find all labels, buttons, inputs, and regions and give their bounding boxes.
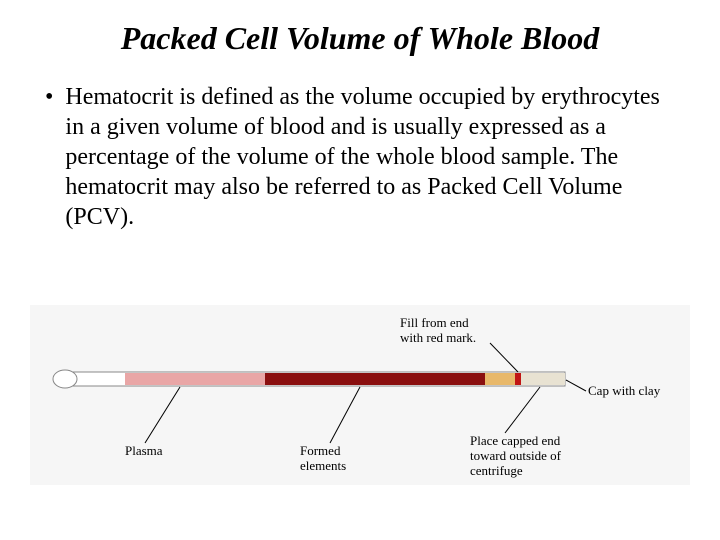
label-place-line3: centrifuge [470,463,523,478]
bullet-marker: • [45,82,53,112]
bullet-item: • Hematocrit is defined as the volume oc… [0,82,720,232]
label-formed-line2: elements [300,458,346,473]
bullet-text: Hematocrit is defined as the volume occu… [65,82,680,232]
segment-clay [521,373,565,385]
label-place-line2: toward outside of [470,448,562,463]
label-place-line1: Place capped end [470,433,561,448]
label-fill-line1: Fill from end [400,315,469,330]
segment-plasma [125,373,265,385]
label-cap-clay: Cap with clay [588,383,661,398]
segment-buffy [485,373,515,385]
label-plasma: Plasma [125,443,163,458]
segment-redmark [515,373,521,385]
page-title: Packed Cell Volume of Whole Blood [0,0,720,82]
hematocrit-diagram: Fill from end with red mark. Cap with cl… [30,305,690,485]
label-fill-line2: with red mark. [400,330,476,345]
segment-formed [265,373,485,385]
label-formed-line1: Formed [300,443,341,458]
